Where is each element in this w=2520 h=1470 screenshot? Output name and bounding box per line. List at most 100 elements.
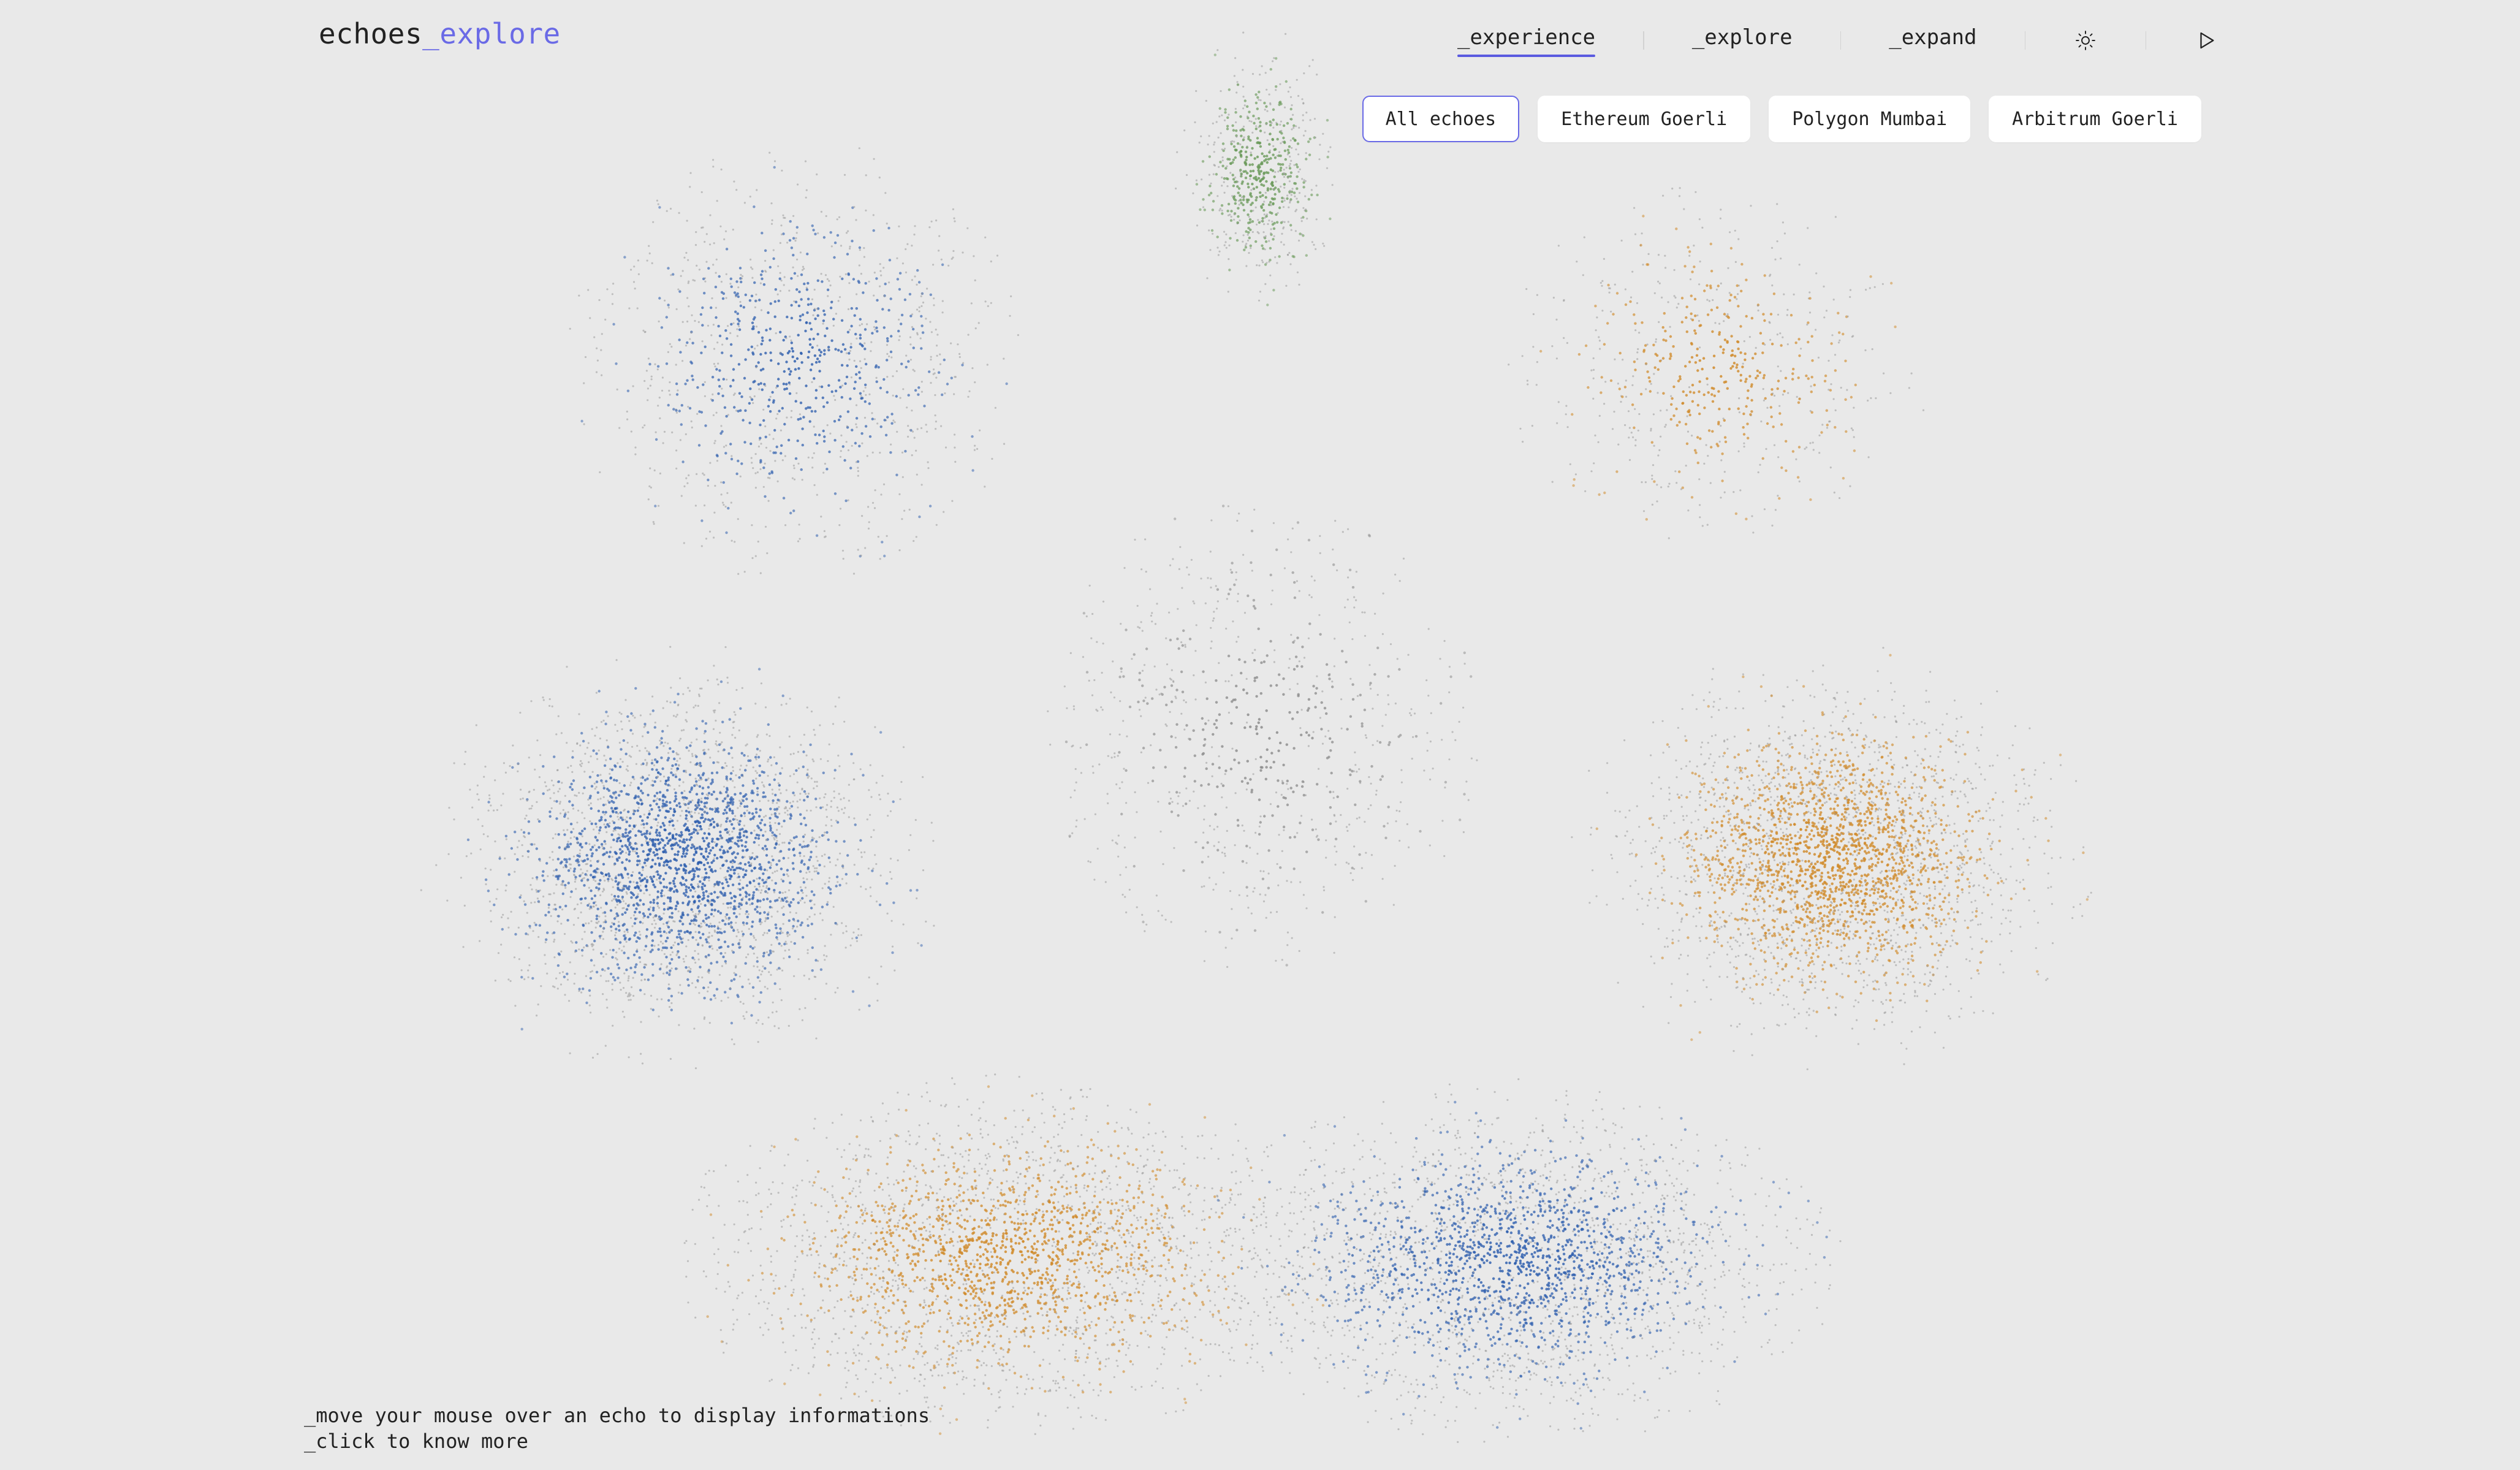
echo-particle — [688, 810, 691, 814]
echo-particle — [1636, 302, 1639, 305]
echo-particle — [860, 432, 863, 435]
echo-particle — [640, 823, 643, 826]
echo-particle — [1653, 366, 1657, 369]
echo-particle — [604, 826, 607, 829]
echo-particle — [688, 474, 690, 477]
echo-particle — [971, 435, 974, 438]
echo-particle — [813, 837, 815, 840]
echo-particle — [879, 386, 882, 390]
echo-particle — [1272, 118, 1275, 121]
echo-particle — [1743, 340, 1745, 343]
echo-particle — [1282, 763, 1285, 767]
echo-particle — [1825, 409, 1828, 412]
echo-particle — [698, 785, 702, 788]
echo-particle — [1256, 732, 1259, 736]
echo-particle — [1674, 296, 1677, 299]
echo-cloud-grey-center[interactable] — [1047, 505, 1478, 968]
echo-particle — [1276, 863, 1278, 866]
echo-particle — [1685, 465, 1687, 467]
echo-particle — [886, 376, 889, 378]
echo-particle — [756, 965, 759, 968]
echo-particle — [861, 345, 864, 348]
echo-particle — [1254, 118, 1257, 120]
echo-particle — [712, 324, 715, 326]
echo-particle — [850, 376, 852, 379]
echo-particle — [1621, 395, 1624, 398]
echo-particle — [1264, 109, 1266, 111]
echo-particle — [590, 802, 592, 805]
echo-particle — [718, 275, 721, 278]
echo-particle — [778, 812, 781, 815]
echo-cloud-blue-left[interactable] — [420, 646, 935, 1070]
echo-particle — [1375, 790, 1378, 792]
echo-particle — [1709, 242, 1712, 246]
echo-particle — [1395, 820, 1397, 823]
echo-particle — [742, 935, 744, 937]
echo-particle — [1739, 325, 1742, 328]
echo-particle — [643, 826, 645, 829]
echo-particle — [1150, 614, 1152, 617]
echo-particle — [647, 731, 650, 734]
echo-particle — [748, 421, 751, 425]
echo-particle — [652, 901, 656, 904]
echo-cloud-blue-top-left[interactable] — [569, 147, 1019, 575]
echo-particle — [672, 774, 675, 777]
echo-particle — [707, 748, 710, 751]
echo-particle — [1315, 218, 1318, 221]
echo-particle — [749, 387, 752, 390]
echo-particle — [1698, 359, 1701, 362]
echo-particle — [719, 225, 722, 227]
echo-particle — [668, 931, 671, 934]
echo-particle — [1313, 243, 1315, 246]
echo-particle — [1250, 530, 1254, 533]
echo-particle — [1316, 783, 1319, 786]
echo-particle — [1221, 159, 1224, 162]
echo-particle — [643, 861, 647, 864]
echo-particle — [753, 205, 756, 208]
echo-particle — [875, 376, 878, 379]
echo-particle — [882, 267, 885, 269]
echo-particle — [788, 919, 791, 923]
echo-cloud-green-top[interactable] — [1175, 31, 1334, 307]
echo-particle — [887, 226, 890, 230]
echo-particle — [1726, 387, 1729, 390]
echo-cloud-orange-top-right[interactable] — [1508, 187, 1925, 539]
echo-particle — [614, 826, 617, 829]
echo-particle — [1241, 860, 1245, 863]
echo-particle — [572, 750, 574, 752]
echo-particle — [1213, 151, 1215, 153]
echo-particle — [621, 950, 623, 952]
echo-particle — [704, 381, 706, 383]
echo-particle — [688, 922, 692, 926]
echo-particle — [753, 316, 756, 319]
echo-particle — [681, 911, 685, 915]
echo-particle — [1463, 651, 1466, 655]
echo-particle — [668, 389, 670, 392]
echo-particle — [672, 890, 676, 893]
echo-particle — [583, 827, 586, 831]
echo-particle — [481, 824, 484, 828]
echo-particle — [840, 364, 844, 367]
echo-particle — [1358, 817, 1361, 819]
echo-particle — [557, 915, 560, 918]
echo-particle — [1717, 421, 1720, 424]
echo-particle — [821, 396, 825, 400]
echo-particle — [667, 267, 670, 270]
echo-particle — [1216, 246, 1219, 249]
echo-particle — [569, 823, 573, 826]
echo-particle — [1427, 695, 1430, 697]
echo-particle — [767, 799, 770, 802]
echo-particle — [933, 304, 935, 307]
echo-particle — [917, 393, 920, 396]
echo-particle — [1203, 208, 1207, 211]
echo-particle — [1834, 409, 1837, 412]
echo-particle — [849, 245, 851, 248]
echo-particle — [746, 743, 748, 745]
echo-particle — [683, 798, 685, 801]
echo-particle — [826, 804, 829, 806]
echo-particle — [1810, 335, 1813, 338]
echo-particle — [1302, 181, 1305, 184]
echo-particle — [1207, 783, 1210, 786]
